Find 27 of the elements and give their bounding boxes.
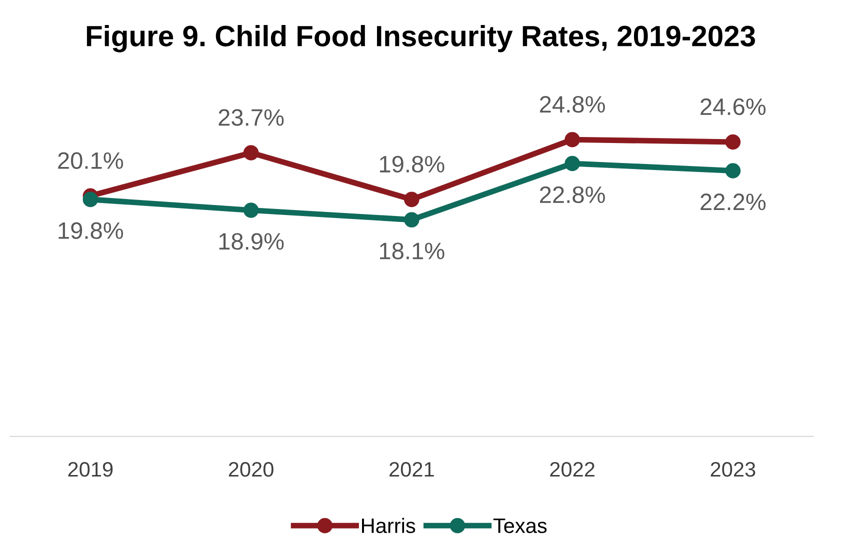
x-tick-label: 2019 bbox=[68, 462, 113, 477]
point bbox=[82, 192, 98, 208]
data-label: 24.6% bbox=[700, 98, 766, 116]
point bbox=[404, 192, 420, 208]
legend-label: Texas bbox=[493, 518, 547, 534]
data-label: 24.8% bbox=[540, 96, 605, 113]
legend-label: Harris bbox=[362, 518, 416, 534]
point bbox=[243, 202, 259, 218]
chart-title: Figure 9. Child Food Insecurity Rates, 2019-2023 bbox=[86, 25, 755, 52]
point bbox=[564, 132, 580, 148]
data-label: 18.9% bbox=[219, 233, 284, 250]
x-tick-label: 2020 bbox=[228, 462, 274, 477]
point bbox=[404, 212, 420, 228]
point bbox=[725, 163, 741, 178]
x-tick-label: 2023 bbox=[710, 462, 756, 477]
point bbox=[725, 134, 741, 150]
x-tick-label: 2021 bbox=[390, 462, 434, 477]
data-label: 20.1% bbox=[58, 152, 124, 169]
data-label: 19.8% bbox=[58, 222, 124, 240]
point bbox=[564, 156, 580, 172]
data-label: 19.8% bbox=[380, 156, 444, 173]
data-label: 22.8% bbox=[540, 186, 605, 204]
data-label: 18.1% bbox=[380, 242, 444, 260]
data-label: 23.7% bbox=[218, 109, 284, 126]
point bbox=[243, 145, 259, 160]
data-label: 22.2% bbox=[700, 194, 766, 210]
x-tick-label: 2022 bbox=[550, 462, 594, 477]
